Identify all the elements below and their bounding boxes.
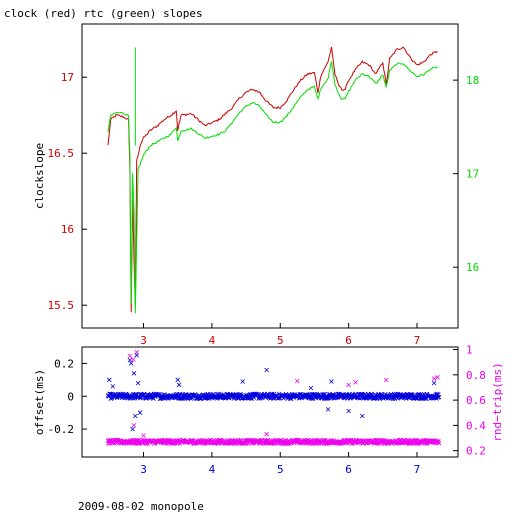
clock-slope-line xyxy=(107,46,438,313)
offset-point-outlier xyxy=(110,384,116,389)
slope-plot-frame xyxy=(81,23,459,329)
chart-title: clock (red) rtc (green) slopes xyxy=(4,7,203,20)
rndtrip-right-tick-label: 1 xyxy=(466,344,473,357)
offset-left-tick-label: -0.2 xyxy=(48,423,75,436)
slope-x-tick-label: 3 xyxy=(140,334,147,347)
slope-x-axis: 3 4 5 6 7 xyxy=(140,323,420,347)
rndtrip-right-tick-label: 0.8 xyxy=(466,369,486,382)
offset-point-outlier xyxy=(131,371,137,376)
offset-x-tick-label: 5 xyxy=(277,463,284,476)
rndtrip-right-tick-label: 0.6 xyxy=(466,394,486,407)
offset-point-outlier xyxy=(176,382,182,388)
rndtrip-point xyxy=(436,440,442,446)
rtc-slope-line xyxy=(107,61,438,314)
offset-point-outlier xyxy=(264,367,269,373)
slope-x-tick-label: 4 xyxy=(209,334,216,347)
offset-point-outlier xyxy=(133,413,138,419)
rndtrip-point-outlier xyxy=(295,378,300,384)
offset-point-outlier xyxy=(308,385,314,391)
rndtrip-point-outlier xyxy=(383,377,389,383)
rndtrip-point-outlier xyxy=(435,375,440,380)
slope-x-tick-label: 5 xyxy=(277,334,284,347)
slope-right-tick-label: 16 xyxy=(466,261,479,274)
offset-point-outlier xyxy=(130,426,135,432)
rndtrip-point-outlier xyxy=(346,382,351,388)
offset-point-outlier xyxy=(360,413,365,419)
offset-point xyxy=(436,394,442,400)
offset-x-tick-label: 6 xyxy=(345,463,352,476)
offset-point-outlier xyxy=(431,380,437,386)
rndtrip-right-tick-label: 0.4 xyxy=(466,419,486,432)
offset-point xyxy=(404,391,410,397)
offset-point-outlier xyxy=(135,380,141,386)
rndtrip-right-tick-label: 0.2 xyxy=(466,445,486,458)
slope-left-tick-label: 15.5 xyxy=(48,299,75,312)
rndtrip-point-outlier xyxy=(353,380,358,385)
offset-point-outlier xyxy=(107,377,112,383)
offset-series xyxy=(105,349,442,446)
slope-panel: 3 4 5 6 7 15.5 16 16.5 17 16 17 18 clockslope xyxy=(33,23,479,347)
rndtrip-point-outlier xyxy=(131,357,136,362)
offset-point-outlier xyxy=(175,377,180,383)
offset-left-tick-label: 0.2 xyxy=(54,357,74,370)
offset-point-outlier xyxy=(128,361,134,366)
offset-x-tick-label: 7 xyxy=(414,463,421,476)
offset-y-label: offset(ms) xyxy=(33,369,46,435)
offset-x-axis: 3 4 5 6 7 xyxy=(140,452,420,476)
offset-point-outlier xyxy=(240,379,245,384)
offset-point-outlier xyxy=(329,379,334,384)
rndtrip-point-outlier xyxy=(141,433,146,438)
slope-left-tick-label: 17 xyxy=(61,71,74,84)
rndtrip-point-outlier xyxy=(431,376,437,381)
offset-left-tick-label: 0 xyxy=(67,390,74,403)
rndtrip-point-outlier xyxy=(127,353,133,359)
rndtrip-point-outlier xyxy=(131,423,137,428)
slope-right-tick-label: 18 xyxy=(466,74,479,87)
rndtrip-y-label: rnd−trip(ms) xyxy=(491,362,504,441)
slope-left-tick-label: 16.5 xyxy=(48,147,75,160)
offset-x-tick-label: 4 xyxy=(209,463,216,476)
slope-right-tick-label: 17 xyxy=(466,168,479,181)
offset-point xyxy=(238,391,243,397)
footer-label: 2009-08-02 monopole xyxy=(78,500,204,512)
offset-point xyxy=(180,396,185,401)
offset-point-outlier xyxy=(137,410,143,415)
offset-right-axis: 0.2 0.4 0.6 0.8 1 xyxy=(453,344,486,458)
slope-y-label: clockslope xyxy=(33,143,46,209)
slope-right-axis: 16 17 18 xyxy=(453,74,479,274)
offset-x-tick-label: 3 xyxy=(140,463,147,476)
offset-point-outlier xyxy=(346,408,351,414)
slope-left-axis: 15.5 16 16.5 17 xyxy=(48,71,87,312)
slope-x-tick-label: 6 xyxy=(345,334,352,347)
rndtrip-point-outlier xyxy=(264,431,269,437)
slope-series xyxy=(107,46,438,314)
slope-left-tick-label: 16 xyxy=(61,223,74,236)
slope-x-tick-label: 7 xyxy=(414,334,421,347)
offset-plot-frame xyxy=(81,346,459,458)
rndtrip-point-outlier xyxy=(134,349,139,355)
offset-left-axis: -0.2 0 0.2 xyxy=(48,357,87,436)
offset-point-outlier xyxy=(325,407,331,412)
